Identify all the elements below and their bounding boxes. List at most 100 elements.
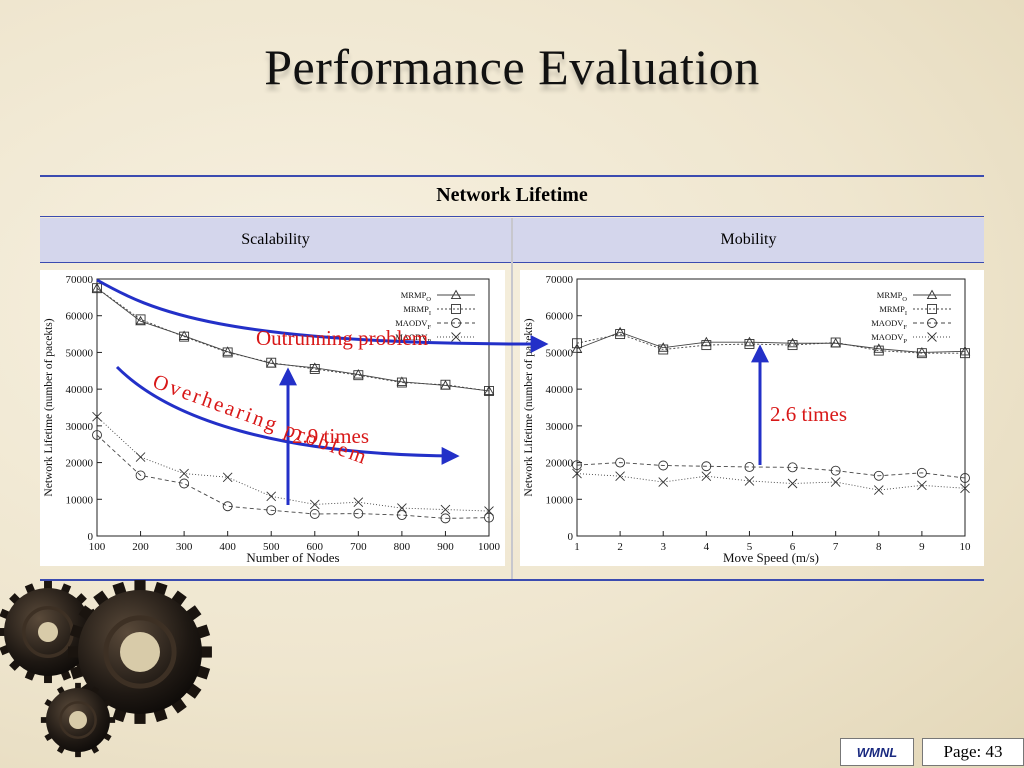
data-point-maodvp (615, 471, 625, 481)
y-tick-label: 20000 (546, 458, 574, 470)
page-number: Page: 43 (922, 738, 1024, 766)
data-point-maodvf (222, 501, 233, 512)
data-point-maodvf (266, 505, 277, 516)
table-bottom-rule (40, 579, 984, 581)
data-point-mrmpo (916, 347, 928, 357)
data-point-maodvf (658, 460, 669, 471)
table-header: Network Lifetime (436, 184, 588, 206)
data-point-maodvp (92, 411, 102, 422)
data-point-mrmpi (873, 345, 884, 356)
data-point-maodvp (222, 472, 233, 483)
chart-panel-mobility: 0 10000 20000 30000 40000 50000 60000 70000 1 2 3 4… (520, 270, 984, 566)
plot-frame (576, 278, 966, 537)
outrunning-label: Outrunning problem (256, 326, 429, 350)
data-point-maodvp (353, 497, 364, 508)
data-point-maodvf (484, 512, 494, 523)
data-point-maodvf (701, 461, 712, 472)
x-axis-label: Number of Nodes (246, 550, 339, 565)
x-tick-label: 4 (704, 541, 710, 553)
y-axis-label: Network Lifetime (number of pacekts) (43, 318, 55, 496)
table-top-rule (40, 175, 984, 177)
x-tick-label: 10 (960, 541, 972, 553)
brand-badge: WMNL (840, 738, 914, 766)
x-tick-label: 9 (919, 541, 925, 553)
x-tick-label: 300 (176, 541, 193, 553)
x-tick-label: 700 (350, 541, 367, 553)
data-point-mrmpi (572, 338, 582, 349)
x-tick-label: 800 (394, 541, 411, 553)
column-divider (511, 218, 513, 580)
data-point-maodvf (179, 478, 190, 489)
data-point-mrmpi (658, 344, 669, 355)
x-tick-label: 6 (790, 541, 796, 553)
left-ratio-label: 2.9 times (292, 424, 369, 448)
legend-label: MAODVP (871, 332, 907, 345)
x-tick-label: 600 (307, 541, 324, 553)
data-point-maodvp (179, 468, 189, 479)
slide-title: Performance Evaluation (264, 39, 760, 95)
column-header-mobility: Mobility (513, 218, 984, 262)
data-point-mrmpi (744, 339, 755, 349)
data-point-mrmpi (701, 340, 712, 351)
data-point-maodvf (92, 430, 102, 440)
data-point-mrmpo (614, 326, 626, 337)
y-tick-label: 0 (568, 531, 574, 543)
legend-label: MAODVF (871, 318, 907, 331)
data-point-mrmpi (222, 347, 233, 358)
legend-label: MRMPO (401, 290, 432, 303)
data-point-mrmpi (916, 348, 927, 359)
y-tick-label: 30000 (66, 421, 94, 433)
y-tick-label: 0 (88, 531, 94, 543)
data-point-maodvp (266, 491, 277, 502)
data-point-mrmpo (571, 343, 583, 353)
data-point-maodvf (787, 462, 798, 473)
x-tick-label: 100 (89, 541, 106, 553)
x-tick-label: 400 (219, 541, 236, 553)
gear-small-bottom (40, 682, 116, 758)
legend-label: MRMPI (879, 304, 907, 317)
data-point-maodvp (701, 471, 712, 481)
data-point-maodvf (572, 460, 582, 471)
data-point-maodvf (916, 467, 927, 478)
data-point-maodvf (960, 473, 970, 483)
x-axis-label: Move Speed (m/s) (723, 550, 819, 565)
data-point-mrmpo (959, 345, 971, 356)
x-tick-label: 7 (833, 541, 839, 553)
data-point-maodvp (873, 485, 884, 495)
data-point-maodvp (658, 477, 669, 487)
y-tick-label: 10000 (546, 494, 574, 506)
data-point-maodvf (830, 465, 841, 476)
x-tick-label: 500 (263, 541, 280, 553)
legend-marker (450, 289, 462, 300)
x-tick-label: 3 (660, 541, 666, 553)
legend-marker (927, 304, 937, 314)
legend-marker (451, 304, 461, 314)
y-tick-label: 60000 (546, 311, 574, 323)
gears-decoration (0, 580, 212, 758)
data-point-maodvf (615, 457, 626, 468)
y-tick-label: 60000 (66, 311, 94, 323)
legend-marker (927, 332, 937, 342)
x-tick-label: 2 (617, 541, 623, 553)
y-axis-label: Network Lifetime (number of pacekts) (523, 318, 535, 496)
y-tick-label: 50000 (66, 347, 94, 359)
y-tick-label: 40000 (546, 384, 574, 396)
series-line-maodvp (576, 473, 966, 491)
data-point-maodvf (744, 462, 755, 472)
data-point-mrmpi (484, 386, 494, 396)
series-line-maodvf (576, 462, 966, 479)
data-point-mrmpo (873, 343, 885, 353)
y-tick-label: 10000 (66, 494, 94, 506)
table-header-rule (40, 216, 984, 217)
column-header-scalability: Scalability (40, 218, 511, 262)
data-point-mrmpo (787, 337, 798, 348)
data-point-maodvf (440, 513, 451, 524)
right-ratio-label: 2.6 times (770, 402, 847, 426)
data-point-maodvp (397, 503, 407, 513)
data-point-mrmpo (744, 336, 755, 347)
mobility-chart: 0 10000 20000 30000 40000 50000 60000 70000 1 2 3 4… (523, 274, 972, 565)
legend-marker (927, 318, 937, 328)
data-point-maodvp (309, 499, 320, 510)
data-point-maodvf (353, 508, 364, 519)
data-point-mrmpi (830, 337, 841, 348)
